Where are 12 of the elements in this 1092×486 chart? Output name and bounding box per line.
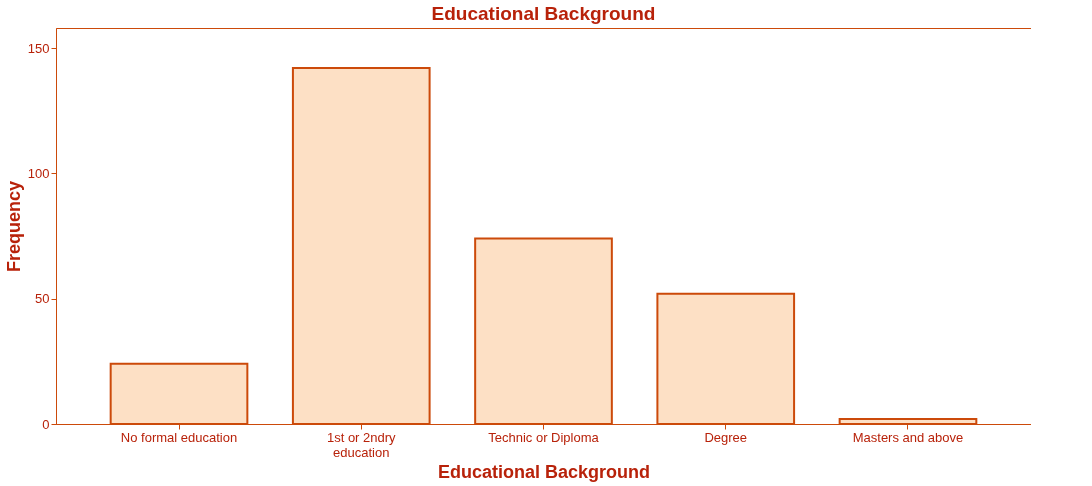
y-tick-label: 0 [42, 416, 50, 432]
x-tick-label: Technic or Diploma [488, 429, 600, 445]
y-axis-title: Frequency [3, 180, 24, 273]
x-tick-label: Degree [704, 429, 748, 445]
x-axis-title: Educational Background [437, 461, 651, 482]
y-tick-label: 150 [27, 40, 50, 56]
x-tick-label: No formal education [120, 429, 238, 445]
y-tick-label: 100 [27, 165, 50, 181]
x-tick-label: 1st or 2ndry education [326, 429, 397, 460]
x-tick-label: Masters and above [852, 429, 964, 445]
y-tick-label: 50 [35, 291, 50, 307]
chart-title: Educational Background [431, 3, 656, 24]
